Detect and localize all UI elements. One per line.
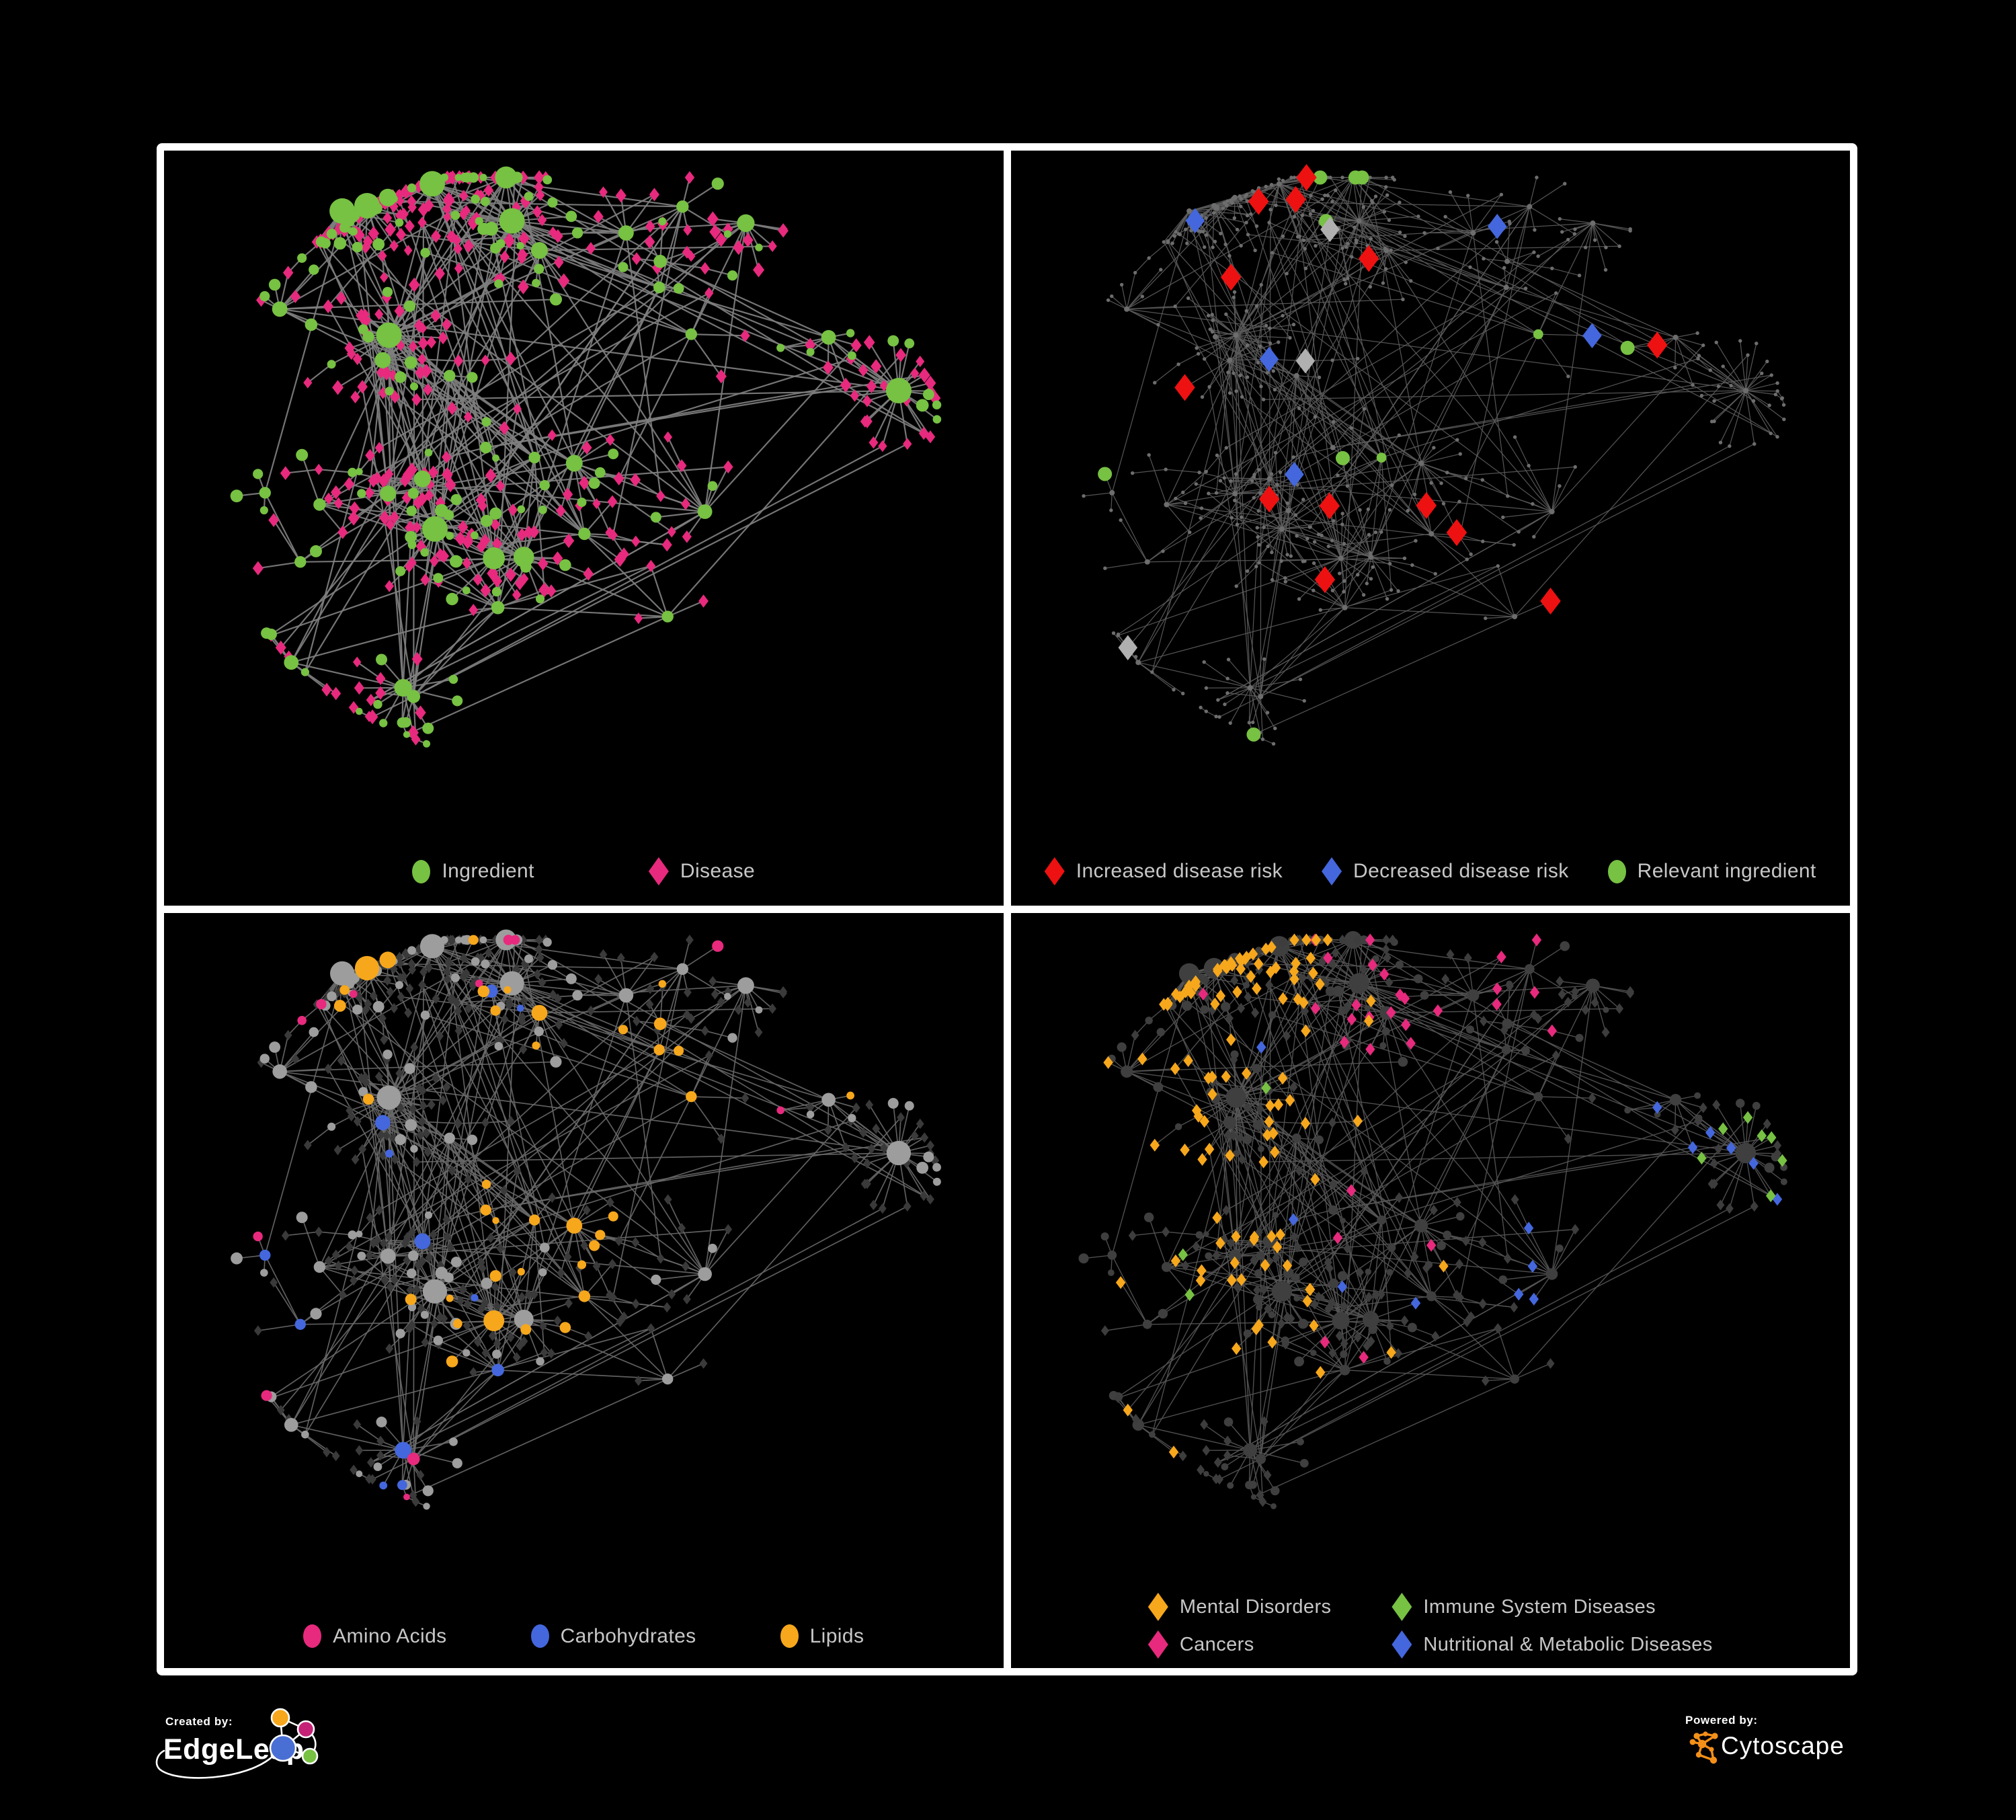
legend-item: Nutritional & Metabolic Diseases — [1392, 1630, 1712, 1659]
legend-label: Carbohydrates — [560, 1624, 696, 1647]
circle-marker-icon — [780, 1624, 799, 1648]
diamond-marker-icon — [1147, 1593, 1168, 1621]
diamond-marker-icon — [1147, 1630, 1168, 1659]
cytoscape-logo-icon — [1689, 1731, 1718, 1764]
legend-item: Mental Disorders — [1147, 1593, 1332, 1621]
legend-label: Immune System Diseases — [1423, 1595, 1656, 1618]
legend-item: Carbohydrates — [530, 1624, 696, 1648]
legend-label: Cancers — [1179, 1633, 1254, 1655]
edgeleap-wordmark: EdgeLeap — [163, 1733, 305, 1766]
legend-label: Ingredient — [442, 860, 534, 882]
legend-label: Nutritional & Metabolic Diseases — [1423, 1633, 1713, 1655]
powered-by-label: Powered by: — [1685, 1714, 1758, 1727]
legend-label: Lipids — [809, 1624, 864, 1647]
circle-marker-icon — [412, 859, 431, 883]
ingredient-disease-network-canvas — [230, 166, 942, 748]
disease-risk-network-canvas — [1081, 164, 1786, 746]
legend-ingredient-disease: Ingredient Disease — [164, 857, 1004, 885]
legend-nutrient-class: Amino Acids Carbohydrates Lipids — [164, 1624, 1004, 1648]
panel-nutrient-class: Amino Acids Carbohydrates Lipids — [164, 913, 1004, 1668]
legend-item: Increased disease risk — [1044, 857, 1283, 885]
disease-category-network-canvas — [1078, 931, 1787, 1509]
created-by-label: Created by: — [165, 1715, 233, 1728]
diamond-marker-icon — [1392, 1593, 1412, 1621]
nutrient-class-network-canvas — [231, 929, 941, 1510]
legend-item: Disease — [648, 857, 756, 885]
legend-label: Decreased disease risk — [1353, 860, 1569, 882]
panel-ingredient-disease: Ingredient Disease — [164, 151, 1004, 906]
diamond-marker-icon — [648, 857, 669, 885]
legend-label: Increased disease risk — [1076, 860, 1283, 882]
circle-marker-icon — [530, 1624, 549, 1648]
legend-label: Amino Acids — [333, 1624, 447, 1647]
panel-disease-risk: Increased disease risk Decreased disease … — [1010, 151, 1851, 906]
legend-item: Immune System Diseases — [1392, 1593, 1712, 1621]
legend-label: Mental Disorders — [1179, 1595, 1332, 1618]
legend-item: Cancers — [1147, 1630, 1332, 1659]
diamond-marker-icon — [1044, 857, 1065, 885]
cytoscape-wordmark: Cytoscape — [1721, 1732, 1845, 1759]
diamond-marker-icon — [1392, 1630, 1412, 1659]
panel-disease-category: Mental Disorders Immune System Diseases Ca… — [1010, 913, 1851, 1668]
legend-label: Disease — [680, 860, 756, 882]
legend-item: Ingredient — [412, 859, 534, 883]
legend-item: Relevant ingredient — [1607, 859, 1816, 883]
legend-disease-risk: Increased disease risk Decreased disease … — [1011, 857, 1851, 885]
legend-item: Decreased disease risk — [1322, 857, 1569, 885]
diamond-marker-icon — [1322, 857, 1342, 885]
legend-label: Relevant ingredient — [1637, 860, 1816, 882]
legend-item: Lipids — [780, 1624, 864, 1648]
circle-marker-icon — [1607, 859, 1626, 883]
panel-grid: Ingredient Disease Increased disease risk… — [157, 143, 1857, 1675]
legend-item: Amino Acids — [303, 1624, 446, 1648]
legend-disease-category: Mental Disorders Immune System Diseases Ca… — [1011, 1593, 1851, 1659]
circle-marker-icon — [303, 1624, 322, 1648]
